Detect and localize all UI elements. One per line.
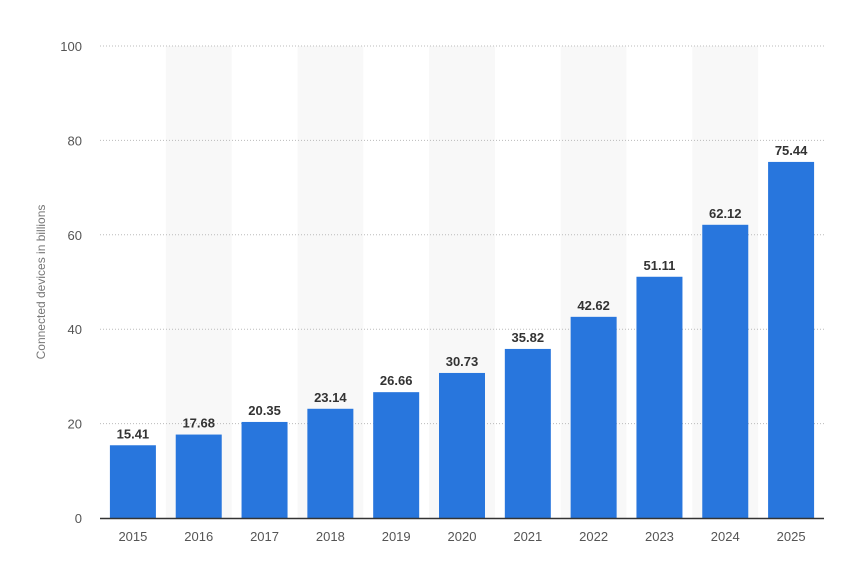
bar-value-label: 17.68: [182, 416, 215, 431]
bar: [241, 421, 288, 518]
y-tick-label: 40: [68, 322, 82, 337]
y-axis-label: Connected devices in billions: [34, 205, 48, 360]
bar: [439, 372, 485, 518]
bar-value-label: 23.14: [314, 390, 347, 405]
x-tick-label: 2021: [513, 529, 542, 544]
x-axis-ticks: 2015 2016 2017 2018 2019 2020 2021 2022 2023 2024…: [118, 529, 805, 544]
y-tick-label: 20: [68, 417, 82, 432]
bar: [307, 408, 354, 518]
x-tick-label: 2025: [777, 529, 806, 544]
bar-value-label: 51.11: [644, 258, 676, 273]
y-tick-label: 80: [68, 133, 82, 148]
x-tick-label: 2024: [711, 529, 740, 544]
y-tick-label: 60: [68, 228, 82, 243]
x-tick-label: 2020: [448, 529, 477, 544]
x-tick-label: 2019: [382, 529, 411, 544]
bar: [570, 316, 617, 518]
y-axis-ticks: 0 20 40 60 80 100: [60, 39, 82, 526]
x-tick-label: 2015: [118, 529, 147, 544]
bar-value-label: 15.41: [117, 426, 150, 441]
bar: [768, 161, 815, 518]
x-tick-label: 2018: [316, 529, 345, 544]
value-labels: 15.41 17.68 20.35 23.14 26.66 30.73 35.82 42.62…: [117, 143, 808, 441]
bar-value-label: 35.82: [512, 330, 545, 345]
bar: [504, 348, 551, 518]
bar: [636, 276, 683, 518]
bar-value-label: 62.12: [709, 206, 742, 221]
bar: [109, 445, 156, 518]
bar-value-label: 30.73: [446, 354, 479, 369]
x-tick-label: 2022: [579, 529, 608, 544]
x-tick-label: 2016: [184, 529, 213, 544]
bar: [702, 224, 749, 519]
bar: [175, 434, 222, 518]
bar-value-label: 42.62: [577, 298, 610, 313]
bars: [109, 161, 815, 519]
bar-value-label: 75.44: [775, 143, 808, 158]
x-tick-label: 2023: [645, 529, 674, 544]
bar: [373, 392, 420, 518]
bar-value-label: 20.35: [248, 403, 281, 418]
y-tick-label: 0: [75, 511, 82, 526]
x-tick-label: 2017: [250, 529, 279, 544]
bar-value-label: 26.66: [380, 373, 413, 388]
y-tick-label: 100: [60, 39, 82, 54]
